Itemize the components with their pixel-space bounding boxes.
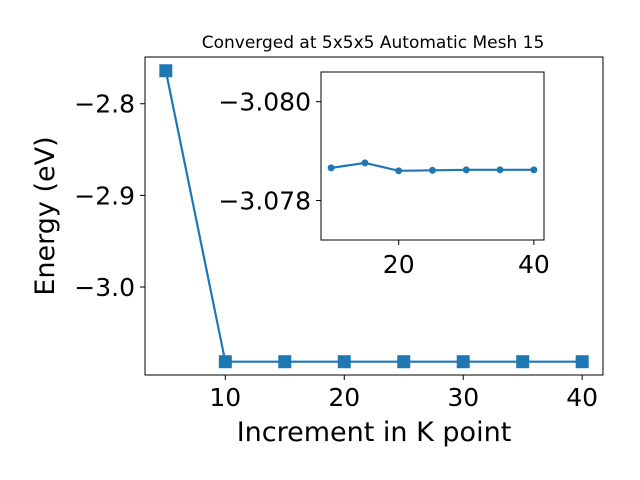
main-y-tick-label: −2.8	[74, 90, 135, 119]
main-x-tick-label: 20	[328, 383, 360, 412]
inset-series	[327, 159, 538, 175]
inset-y-tick-label: −3.078	[218, 186, 311, 215]
main-y-tick-label: −2.9	[74, 181, 135, 210]
inset-y-ticks: −3.080 −3.078	[218, 88, 321, 215]
chart-title: Converged at 5x5x5 Automatic Mesh 15	[202, 33, 545, 53]
inset-data-point	[395, 167, 403, 175]
main-x-tick-label: 10	[209, 383, 241, 412]
main-x-tick-label: 30	[447, 383, 479, 412]
main-data-point	[397, 355, 411, 369]
main-x-ticks: 10 20 30 40	[209, 375, 598, 412]
inset-data-point	[462, 166, 470, 174]
main-y-ticks: −2.8 −2.9 −3.0	[74, 90, 145, 302]
main-data-point	[516, 355, 530, 369]
main-series	[159, 64, 589, 369]
main-data-point	[456, 355, 470, 369]
main-data-point	[159, 64, 173, 78]
inset-data-point	[327, 164, 335, 172]
main-y-tick-label: −3.0	[74, 273, 135, 302]
main-data-point	[575, 355, 589, 369]
main-data-point	[337, 355, 351, 369]
inset-axes-frame	[320, 71, 545, 241]
inset-plot-area: 20 40 −3.080−3.078	[218, 71, 550, 279]
main-series-line	[164, 70, 583, 363]
main-data-point	[218, 355, 232, 369]
inset-x-tick-label: 20	[383, 250, 415, 279]
main-x-tick-label: 40	[566, 383, 598, 412]
inset-y-tick-label: −3.080	[218, 88, 311, 117]
inset-data-point	[429, 166, 436, 174]
inset-x-ticks: 20 40	[383, 240, 550, 279]
main-axes-frame	[144, 56, 604, 376]
x-axis-label: Increment in K point	[237, 417, 512, 448]
main-plot-area: 10 20 30 40 −2.8 −2.9 −3.0	[74, 56, 604, 412]
y-axis-label: Energy (eV)	[30, 136, 61, 295]
main-data-point	[278, 355, 292, 369]
inset-data-point	[530, 166, 538, 174]
inset-x-tick-label: 40	[518, 250, 550, 279]
inset-data-point	[361, 159, 369, 167]
inset-data-point	[496, 166, 504, 174]
inset-background	[321, 72, 544, 240]
